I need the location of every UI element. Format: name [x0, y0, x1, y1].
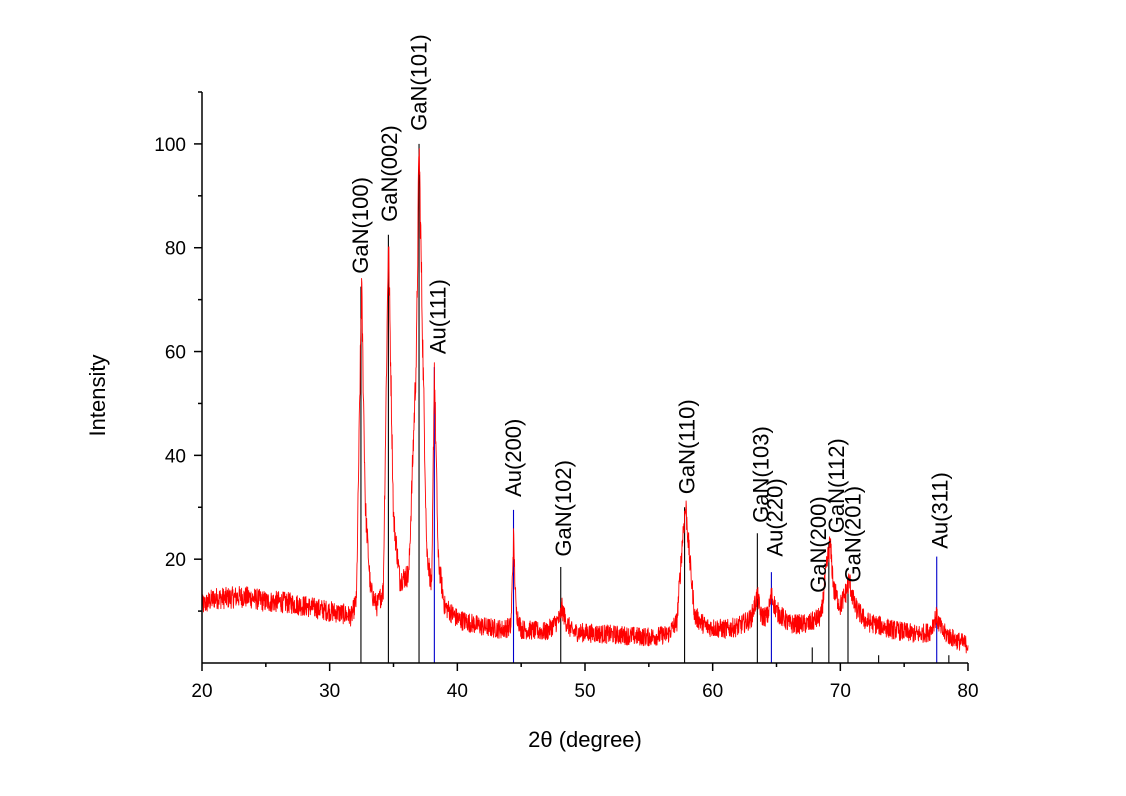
peak-label: GaN(110): [675, 399, 700, 494]
xrd-pattern-line: [201, 148, 969, 654]
peak-label: Au(220): [763, 478, 788, 556]
peak-label: GaN(002): [377, 125, 402, 222]
peak-label: GaN(201): [841, 486, 866, 583]
peak-label: Au(200): [501, 419, 526, 497]
x-tick-label: 60: [702, 681, 723, 702]
y-tick-label: 80: [165, 239, 186, 260]
peak-label: GaN(101): [407, 34, 432, 131]
y-tick-label: 20: [165, 550, 186, 571]
x-tick-label: 30: [319, 681, 340, 702]
ticks: 20 30 40 50 60 70 80 20 40 60 80 100: [154, 91, 979, 702]
peak-labels: GaN(100)GaN(002)GaN(101) Au(111) Au(200) Ga…: [348, 34, 953, 593]
y-tick-label: 40: [165, 446, 186, 467]
x-tick-label: 20: [191, 681, 212, 702]
peak-label: GaN(100): [348, 177, 373, 274]
peak-label: GaN(102): [551, 460, 576, 557]
peak-label: GaN(112): [824, 438, 849, 533]
x-tick-label: 80: [957, 681, 978, 702]
peak-label: GaN(103): [749, 426, 774, 523]
x-tick-label: 50: [574, 681, 595, 702]
y-tick-label: 60: [165, 343, 186, 364]
x-tick-label: 70: [830, 681, 851, 702]
peak-label: Au(311): [927, 472, 952, 549]
peak-label: GaN(200): [806, 496, 831, 593]
x-tick-label: 40: [447, 681, 468, 702]
y-tick-label: 100: [154, 135, 186, 156]
x-axis-title: 2θ (degree): [528, 727, 642, 752]
y-axis-title: Intensity: [85, 355, 110, 437]
peak-label: Au(111): [426, 279, 451, 354]
